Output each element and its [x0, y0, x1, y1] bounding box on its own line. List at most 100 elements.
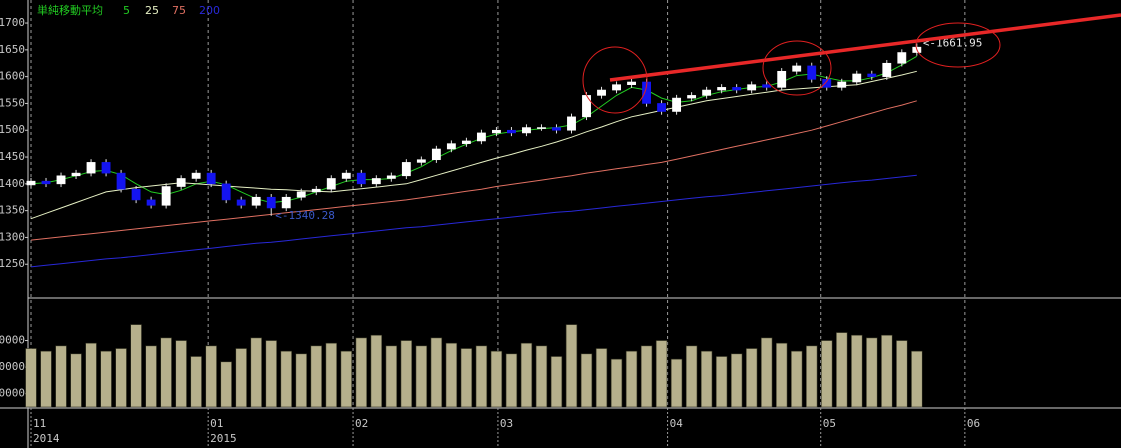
- candle-body: [86, 162, 96, 174]
- volume-bar: [685, 345, 698, 408]
- volume-bar: [896, 340, 908, 408]
- candle-body: [852, 73, 862, 83]
- volume-bar: [730, 353, 743, 408]
- y-tick-label: 1300: [0, 230, 25, 243]
- candle-body: [71, 172, 81, 177]
- candle-body: [687, 95, 697, 99]
- candle-body: [476, 132, 486, 142]
- x-tick-label: 06: [967, 417, 980, 430]
- highlight-circle: [915, 22, 1001, 68]
- candle-body: [762, 84, 772, 88]
- candle-body: [431, 148, 441, 161]
- candle-body: [882, 62, 892, 77]
- volume-bar: [625, 350, 638, 408]
- x-tick-label: 11: [33, 417, 46, 430]
- x-tick-label: 02: [355, 417, 368, 430]
- x-tick-label: 03: [500, 417, 513, 430]
- volume-bar: [445, 342, 458, 408]
- candle-body: [311, 188, 321, 193]
- volume-bar: [295, 353, 307, 408]
- candle-body: [446, 143, 456, 150]
- candle-body: [176, 178, 186, 187]
- candle-body: [326, 178, 336, 190]
- candle-body: [236, 199, 246, 206]
- highlight-circle: [582, 46, 648, 114]
- candle-body: [507, 129, 516, 134]
- volume-bar: [760, 337, 773, 408]
- volume-bar: [220, 361, 232, 408]
- volume-bar: [745, 348, 758, 408]
- volume-bar: [821, 340, 833, 408]
- volume-bar: [175, 340, 187, 408]
- volume-bar: [115, 348, 127, 408]
- y-tick-label: 1650: [0, 43, 25, 56]
- candle-body: [41, 180, 51, 185]
- volume-bar: [130, 324, 142, 408]
- volume-bar: [430, 337, 443, 408]
- candle-body: [627, 81, 636, 85]
- candle-body: [537, 127, 546, 129]
- candle-body: [206, 172, 216, 185]
- volume-bar: [355, 337, 368, 408]
- year-label: 2015: [210, 432, 237, 445]
- y-tick-label: 1550: [0, 96, 25, 109]
- legend-entry: 5: [123, 4, 130, 17]
- candle-body: [582, 95, 591, 118]
- volume-bar: [640, 345, 653, 408]
- volume-bar: [520, 342, 533, 408]
- volume-bar: [85, 342, 97, 408]
- y-tick-label: 1700: [0, 16, 25, 29]
- highlight-circle: [762, 40, 832, 96]
- candle-body: [281, 196, 291, 209]
- volume-bar: [55, 345, 67, 408]
- candle-body: [251, 196, 261, 206]
- x-tick-label: 05: [823, 417, 836, 430]
- candle-body: [146, 199, 156, 206]
- candle-body: [161, 186, 171, 206]
- volume-bar: [565, 324, 578, 408]
- volume-bar: [881, 334, 893, 408]
- candle-body: [702, 89, 712, 96]
- volume-bar: [205, 345, 217, 408]
- y2-tick-label: 500000: [0, 387, 25, 400]
- candle-body: [191, 172, 201, 179]
- volume-bar: [160, 337, 172, 408]
- volume-bar: [415, 345, 428, 408]
- legend-entry: 25: [145, 4, 159, 17]
- candle-body: [401, 162, 411, 177]
- volume-bar: [595, 348, 608, 408]
- candle-body: [101, 162, 111, 174]
- volume-bar: [775, 342, 788, 408]
- volume-bar: [460, 348, 473, 408]
- candle-body: [266, 196, 276, 209]
- candle-body: [672, 97, 682, 112]
- volume-bar: [370, 334, 383, 408]
- trend-line: [609, 13, 1121, 82]
- y-tick-label: 1600: [0, 70, 25, 83]
- candle-body: [116, 172, 126, 190]
- candle-body: [416, 159, 426, 163]
- x-tick-label: 01: [210, 417, 223, 430]
- volume-bar: [670, 358, 683, 408]
- candle-body: [867, 73, 877, 77]
- candle-body: [341, 172, 351, 179]
- candle-body: [612, 84, 621, 91]
- candle-body: [356, 172, 366, 185]
- candle-body: [461, 140, 471, 144]
- candle-body: [386, 175, 396, 179]
- candle-body: [491, 129, 501, 134]
- volume-bar: [100, 350, 112, 408]
- volume-bar: [190, 356, 202, 408]
- legend-title: 単純移動平均: [37, 3, 103, 17]
- candle-body: [822, 79, 832, 88]
- volume-bar: [806, 345, 818, 408]
- volume-bar: [250, 337, 262, 408]
- year-label: 2014: [33, 432, 60, 445]
- y-tick-label: 1350: [0, 204, 25, 217]
- candle-body: [837, 81, 847, 88]
- volume-bar: [400, 340, 413, 408]
- volume-bar: [325, 342, 337, 408]
- candle-body: [657, 103, 667, 112]
- volume-bar: [70, 353, 82, 408]
